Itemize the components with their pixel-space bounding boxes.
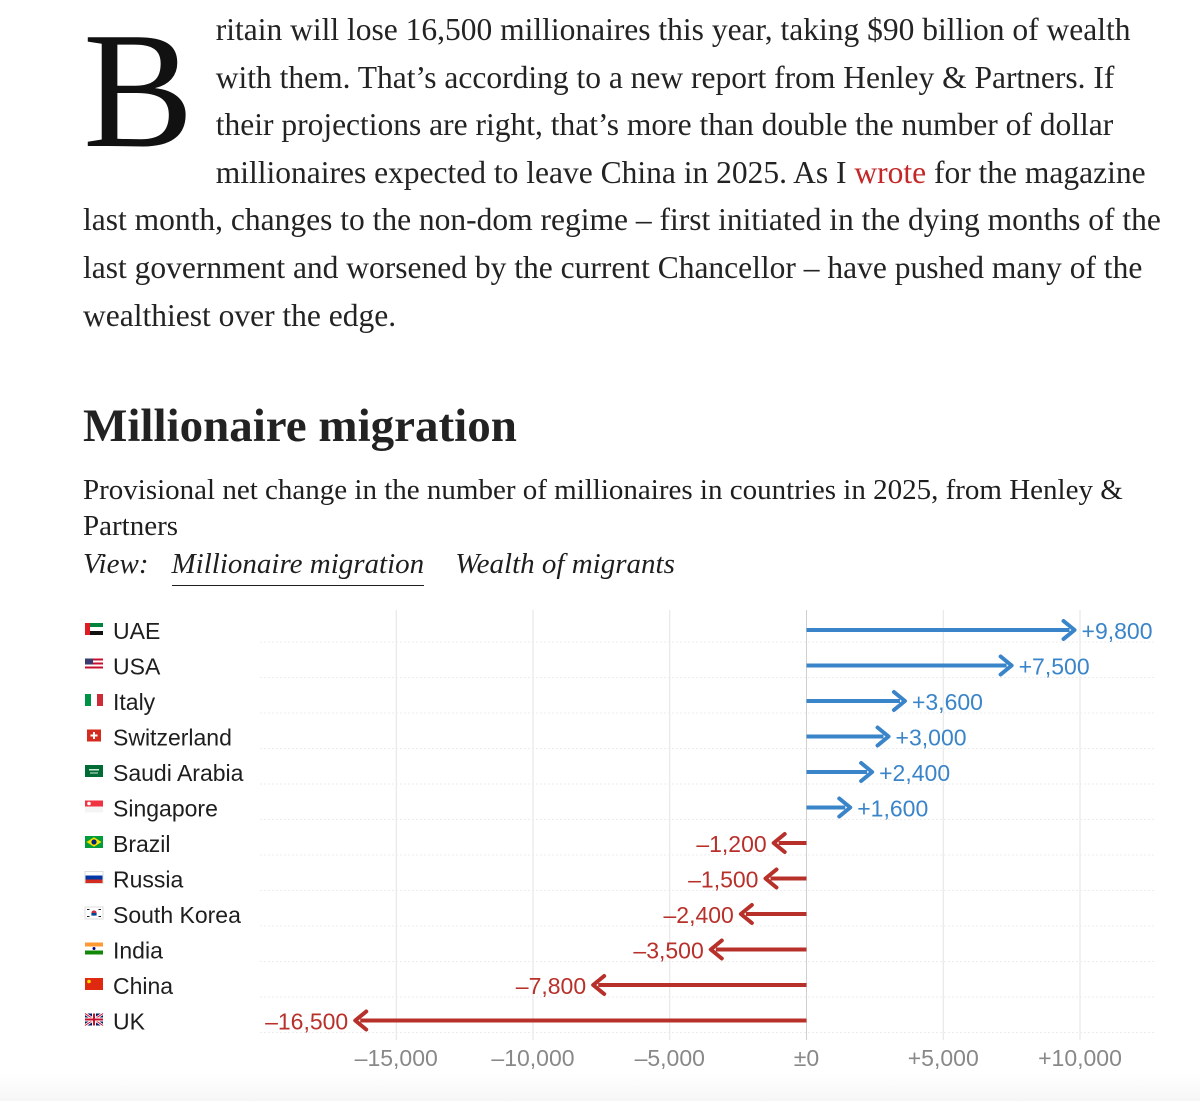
arrow-head	[591, 974, 607, 996]
flag-uae-icon	[85, 623, 103, 635]
category-label: South Korea	[113, 902, 241, 928]
x-tick-label: –10,000	[491, 1045, 574, 1071]
arrow-head	[859, 761, 875, 783]
category-label: India	[113, 938, 163, 964]
tab-millionaire-migration[interactable]: Millionaire migration	[171, 545, 425, 586]
arrow-head	[738, 903, 754, 925]
category-label: Russia	[113, 867, 184, 893]
arrow-head	[891, 690, 907, 712]
flag-russia-icon	[84, 871, 104, 884]
arrow-head	[771, 832, 787, 854]
category-label: Switzerland	[113, 725, 232, 751]
article-text-end: for the magazine last month, changes to …	[83, 154, 1161, 333]
flag-italy-icon	[85, 694, 103, 706]
bottom-fade	[0, 1073, 1200, 1101]
category-label: China	[113, 973, 173, 999]
flag-uk-icon	[84, 1012, 104, 1027]
flag-saudi-arabia-icon	[85, 765, 103, 777]
arrow-head	[353, 1009, 369, 1032]
arrow-head	[708, 938, 724, 961]
arrow-head	[875, 725, 891, 748]
flag-china-icon	[85, 978, 103, 990]
migration-chart: UAE +9,800 USA +7,500 Italy +3,600 Switzerland…	[84, 610, 1155, 1071]
x-tick-label: +10,000	[1038, 1045, 1122, 1071]
flag-singapore-icon	[85, 800, 103, 813]
article-link-wrote[interactable]: wrote	[854, 154, 927, 190]
data-label: +9,800	[1082, 618, 1153, 644]
category-label: Singapore	[113, 796, 218, 822]
data-label: –7,800	[516, 973, 586, 999]
data-label: –3,500	[633, 938, 703, 964]
data-label: –2,400	[664, 902, 734, 928]
view-switcher: View: Millionaire migration Wealth of mi…	[83, 545, 675, 586]
category-label: UK	[113, 1009, 146, 1035]
flag-switzerland-icon	[87, 729, 101, 742]
category-label: USA	[113, 654, 161, 680]
x-tick-label: +5,000	[908, 1045, 979, 1071]
view-label: View:	[83, 548, 149, 580]
drop-cap: B	[83, 0, 194, 182]
flag-india-icon	[85, 942, 103, 955]
chart-title: Millionaire migration	[83, 400, 517, 452]
x-tick-label: –15,000	[355, 1045, 438, 1071]
flag-usa-icon	[85, 658, 103, 671]
data-label: +3,600	[912, 689, 983, 715]
data-label: –1,500	[688, 867, 758, 893]
arrow-head	[1061, 619, 1077, 641]
category-label: UAE	[113, 618, 160, 644]
arrow-head	[763, 867, 779, 890]
chart-subtitle: Provisional net change in the number of …	[83, 474, 1123, 542]
category-label: Brazil	[113, 831, 171, 857]
data-label: +2,400	[879, 760, 950, 786]
x-tick-label: ±0	[794, 1045, 819, 1071]
category-label: Italy	[113, 689, 156, 715]
arrow-head	[837, 796, 853, 819]
tab-wealth-of-migrants[interactable]: Wealth of migrants	[455, 548, 675, 580]
flag-south-korea-icon	[84, 906, 104, 920]
data-label: –1,200	[696, 831, 766, 857]
data-label: –16,500	[265, 1009, 348, 1035]
x-tick-label: –5,000	[635, 1045, 705, 1071]
article-paragraph: B ritain will lose 16,500 millionaires t…	[83, 6, 1173, 339]
data-label: +3,000	[896, 725, 967, 751]
arrow-head	[998, 654, 1014, 677]
data-label: +1,600	[857, 796, 928, 822]
article-text-start: ritain will lose 16,500 millionaires thi…	[215, 12, 1131, 190]
flag-brazil-icon	[85, 836, 103, 848]
data-label: +7,500	[1019, 654, 1090, 680]
category-label: Saudi Arabia	[113, 760, 244, 786]
